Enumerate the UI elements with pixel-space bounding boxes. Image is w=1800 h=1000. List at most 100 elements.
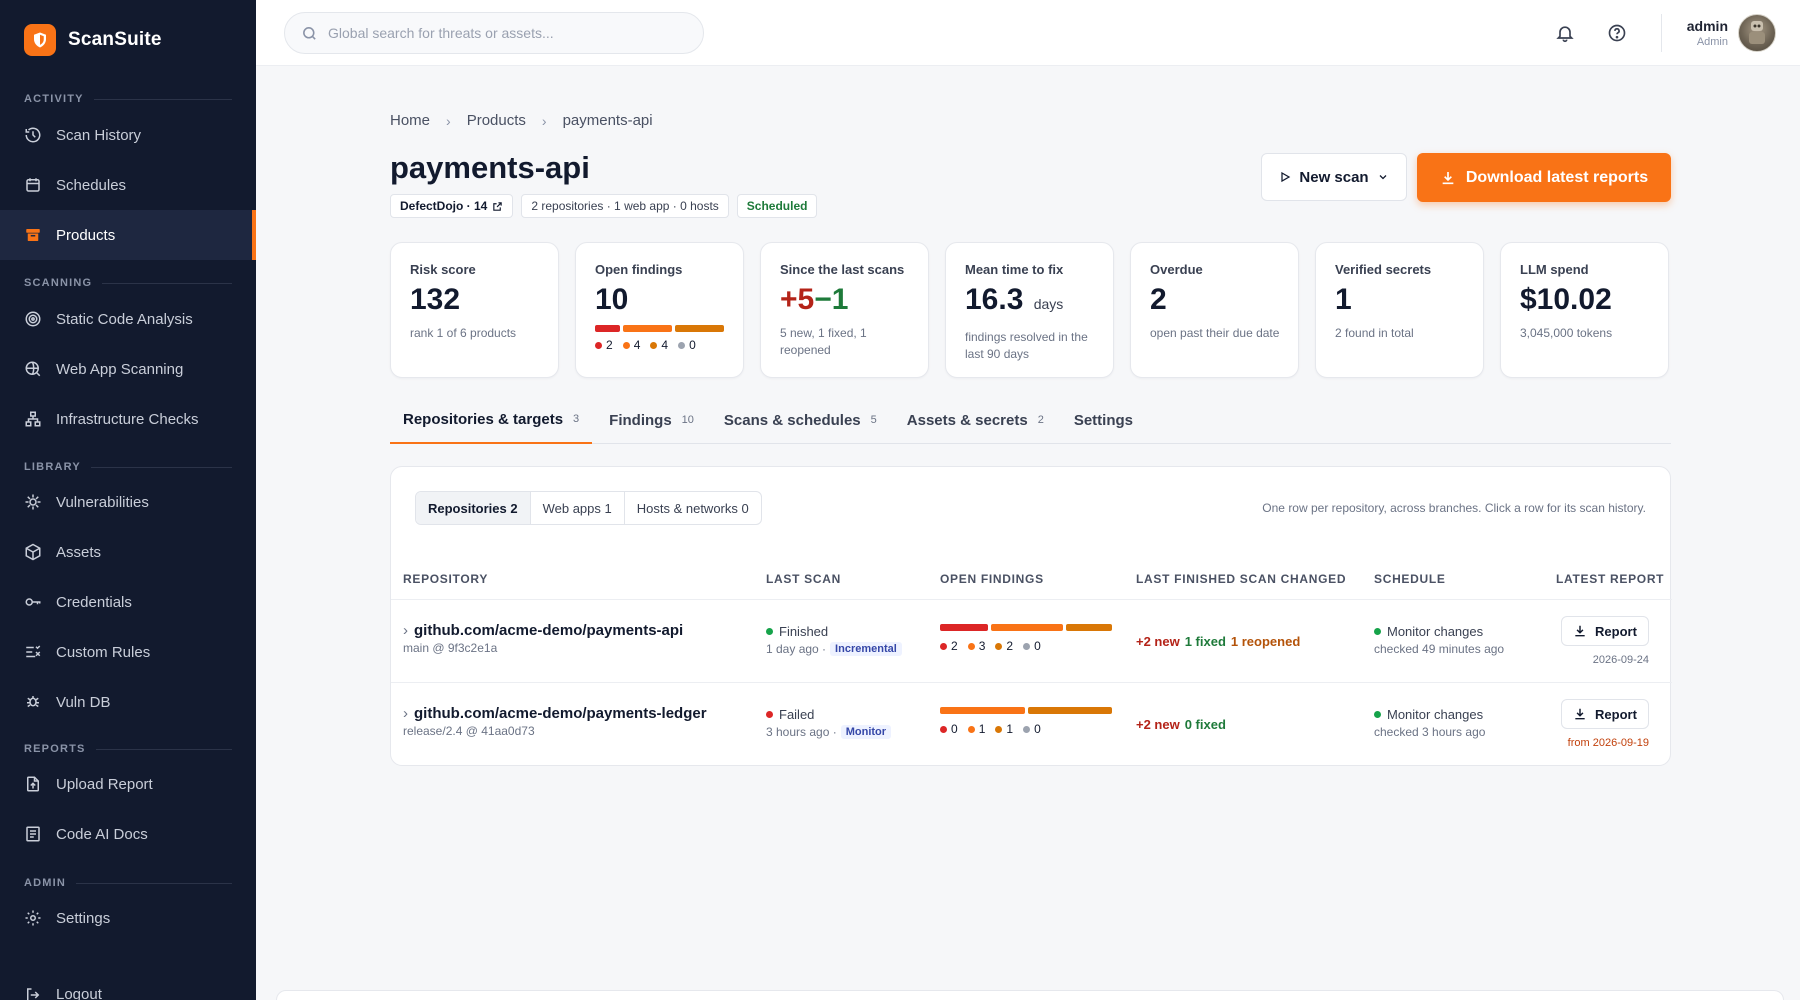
report-button[interactable]: Report (1561, 616, 1649, 646)
report-button[interactable]: Report (1561, 699, 1649, 729)
column-header-last-scan[interactable]: LAST SCAN (766, 572, 841, 586)
card-label: Since the last scans (780, 262, 905, 277)
table-row[interactable]: › github.com/acme-demo/payments-ledger re… (391, 682, 1672, 765)
defectdojo-link[interactable]: DefectDojo · 14 (390, 194, 514, 218)
sidebar-item-vulnerabilities[interactable]: Vulnerabilities (0, 477, 256, 527)
open-findings-card[interactable]: Open findings 10 2 4 4 0 (575, 242, 744, 378)
search-input[interactable] (328, 25, 668, 41)
tab-settings[interactable]: Settings (1061, 396, 1146, 444)
logout-icon (27, 988, 40, 1000)
sidebar-item-upload-report[interactable]: Upload Report (0, 759, 256, 809)
key-icon (25, 598, 41, 606)
column-header-latest-report[interactable]: LATEST REPORT (1556, 572, 1665, 586)
schedule-cell: Monitor changes checked 49 minutes ago (1374, 624, 1504, 656)
user-menu[interactable]: admin Admin (1687, 14, 1776, 52)
download-icon (1575, 625, 1585, 637)
logout-label: Logout (56, 986, 102, 1000)
status-dot-icon (766, 628, 773, 635)
sidebar-item-label: Vuln DB (56, 693, 111, 711)
card-sub: 5 new, 1 fixed, 1 reopened (780, 326, 867, 357)
download-reports-button[interactable]: Download latest reports (1417, 153, 1671, 202)
tab-repositories-targets[interactable]: Repositories & targets 3 (390, 396, 593, 444)
severity-bar (595, 325, 725, 332)
severity-bar (940, 624, 1112, 631)
brand[interactable]: ScanSuite (24, 24, 162, 56)
low-count: 0 (1034, 722, 1041, 736)
new-scan-button[interactable]: New scan (1261, 153, 1407, 201)
sidebar-item-vuln-db[interactable]: Vuln DB (0, 677, 256, 727)
sidebar-item-credentials[interactable]: Credentials (0, 577, 256, 627)
topbar-divider (1661, 14, 1662, 52)
mean-time-to-fix-card[interactable]: Mean time to fix 16.3 days findings reso… (945, 242, 1114, 378)
nav-label: ADMIN (0, 876, 256, 890)
column-header-last-finished-scan-changed[interactable]: LAST FINISHED SCAN CHANGED (1136, 572, 1347, 586)
breadcrumb-home[interactable]: Home (390, 112, 431, 129)
severity-counts: 2 4 4 0 (595, 338, 725, 352)
scan-mode-badge: Incremental (830, 642, 902, 656)
tab-bar: Repositories & targets 3 Findings 10 Scans… (390, 396, 1671, 444)
product-summary-tag: 2 repositories · 1 web app · 0 hosts (521, 194, 729, 218)
column-header-repository[interactable]: REPOSITORY (403, 572, 489, 586)
tab-label: Settings (1073, 411, 1134, 429)
verified-secrets-card[interactable]: Verified secrets 1 2 found in total (1315, 242, 1484, 378)
schedule-mode: Monitor changes (1387, 624, 1484, 639)
sidebar-item-label: Code AI Docs (56, 825, 148, 843)
sidebar-item-scan-history[interactable]: Scan History (0, 110, 256, 160)
sidebar-item-custom-rules[interactable]: Custom Rules (0, 627, 256, 677)
column-header-open-findings[interactable]: OPEN FINDINGS (940, 572, 1044, 586)
low-dot-icon (1023, 642, 1031, 650)
sidebar-item-code-ai-docs[interactable]: Code AI Docs (0, 809, 256, 859)
tab-label: Scans & schedules (723, 411, 861, 429)
change-cell: +2 new 0 fixed (1136, 717, 1226, 732)
sidebar-item-infrastructure-checks[interactable]: Infrastructure Checks (0, 394, 256, 444)
tab-assets-secrets[interactable]: Assets & secrets 2 (894, 396, 1057, 444)
breadcrumb-products[interactable]: Products (466, 112, 526, 129)
segment-repositories[interactable]: Repositories 2 (416, 492, 531, 524)
card-value: 1 (1335, 283, 1352, 316)
history-icon (25, 127, 41, 143)
file-upload-icon (27, 776, 39, 792)
low-count: 0 (1034, 639, 1041, 653)
calendar-icon (26, 178, 40, 192)
critical-dot-icon (940, 725, 947, 733)
segment-hosts-networks[interactable]: Hosts & networks 0 (636, 500, 749, 516)
main-content: Home › Products › payments-api payments-… (256, 66, 1800, 1000)
global-search[interactable] (284, 12, 704, 54)
medium-count: 2 (1006, 639, 1014, 653)
sidebar-item-web-app-scanning[interactable]: Web App Scanning (0, 344, 256, 394)
llm-spend-card[interactable]: LLM spend $10.02 3,045,000 tokens (1500, 242, 1669, 378)
column-header-schedule[interactable]: SCHEDULE (1374, 572, 1446, 586)
logout-button[interactable]: Logout (0, 970, 256, 1000)
sidebar-item-settings[interactable]: Settings (0, 893, 256, 943)
tab-findings[interactable]: Findings 10 (596, 396, 707, 444)
tab-scans-schedules[interactable]: Scans & schedules 5 (711, 396, 890, 444)
repo-name[interactable]: github.com/acme-demo/payments-ledger (414, 705, 707, 722)
sidebar-item-products[interactable]: Products (0, 210, 256, 260)
sidebar-item-assets[interactable]: Assets (0, 527, 256, 577)
rules-icon (26, 645, 41, 658)
risk-score-card[interactable]: Risk score 132 rank 1 of 6 products (390, 242, 559, 378)
globe-search-icon (25, 361, 41, 377)
severity-segment-critical (940, 624, 989, 631)
repository-cell: › github.com/acme-demo/payments-api main … (403, 622, 683, 655)
since-last-scans-card[interactable]: Since the last scans +5−1 5 new, 1 fixed… (760, 242, 929, 378)
chevron-right-icon[interactable]: › (403, 705, 408, 722)
mttf-value: 16.3 (965, 283, 1024, 316)
table-row[interactable]: › github.com/acme-demo/payments-api main … (391, 599, 1672, 682)
change-fixed: 0 fixed (1184, 717, 1226, 732)
repo-name[interactable]: github.com/acme-demo/payments-api (414, 622, 684, 639)
sidebar-item-static-code-analysis[interactable]: Static Code Analysis (0, 294, 256, 344)
sidebar-item-schedules[interactable]: Schedules (0, 160, 256, 210)
avatar[interactable] (1738, 14, 1776, 52)
change-cell: +2 new 1 fixed 1 reopened (1136, 634, 1300, 649)
help-icon[interactable] (1605, 21, 1629, 45)
chevron-right-icon: › (446, 112, 451, 129)
chevron-right-icon[interactable]: › (403, 622, 408, 639)
last-scan-cell: Finished 1 day ago · Incremental (766, 624, 902, 656)
notifications-bell-icon[interactable] (1553, 21, 1577, 45)
schedule-dot-icon (1374, 711, 1381, 718)
critical-count: 0 (951, 722, 958, 736)
schedule-checked: checked 3 hours ago (1374, 725, 1486, 739)
overdue-card[interactable]: Overdue 2 open past their due date (1130, 242, 1299, 378)
segment-web-apps[interactable]: Web apps 1 (531, 492, 625, 524)
